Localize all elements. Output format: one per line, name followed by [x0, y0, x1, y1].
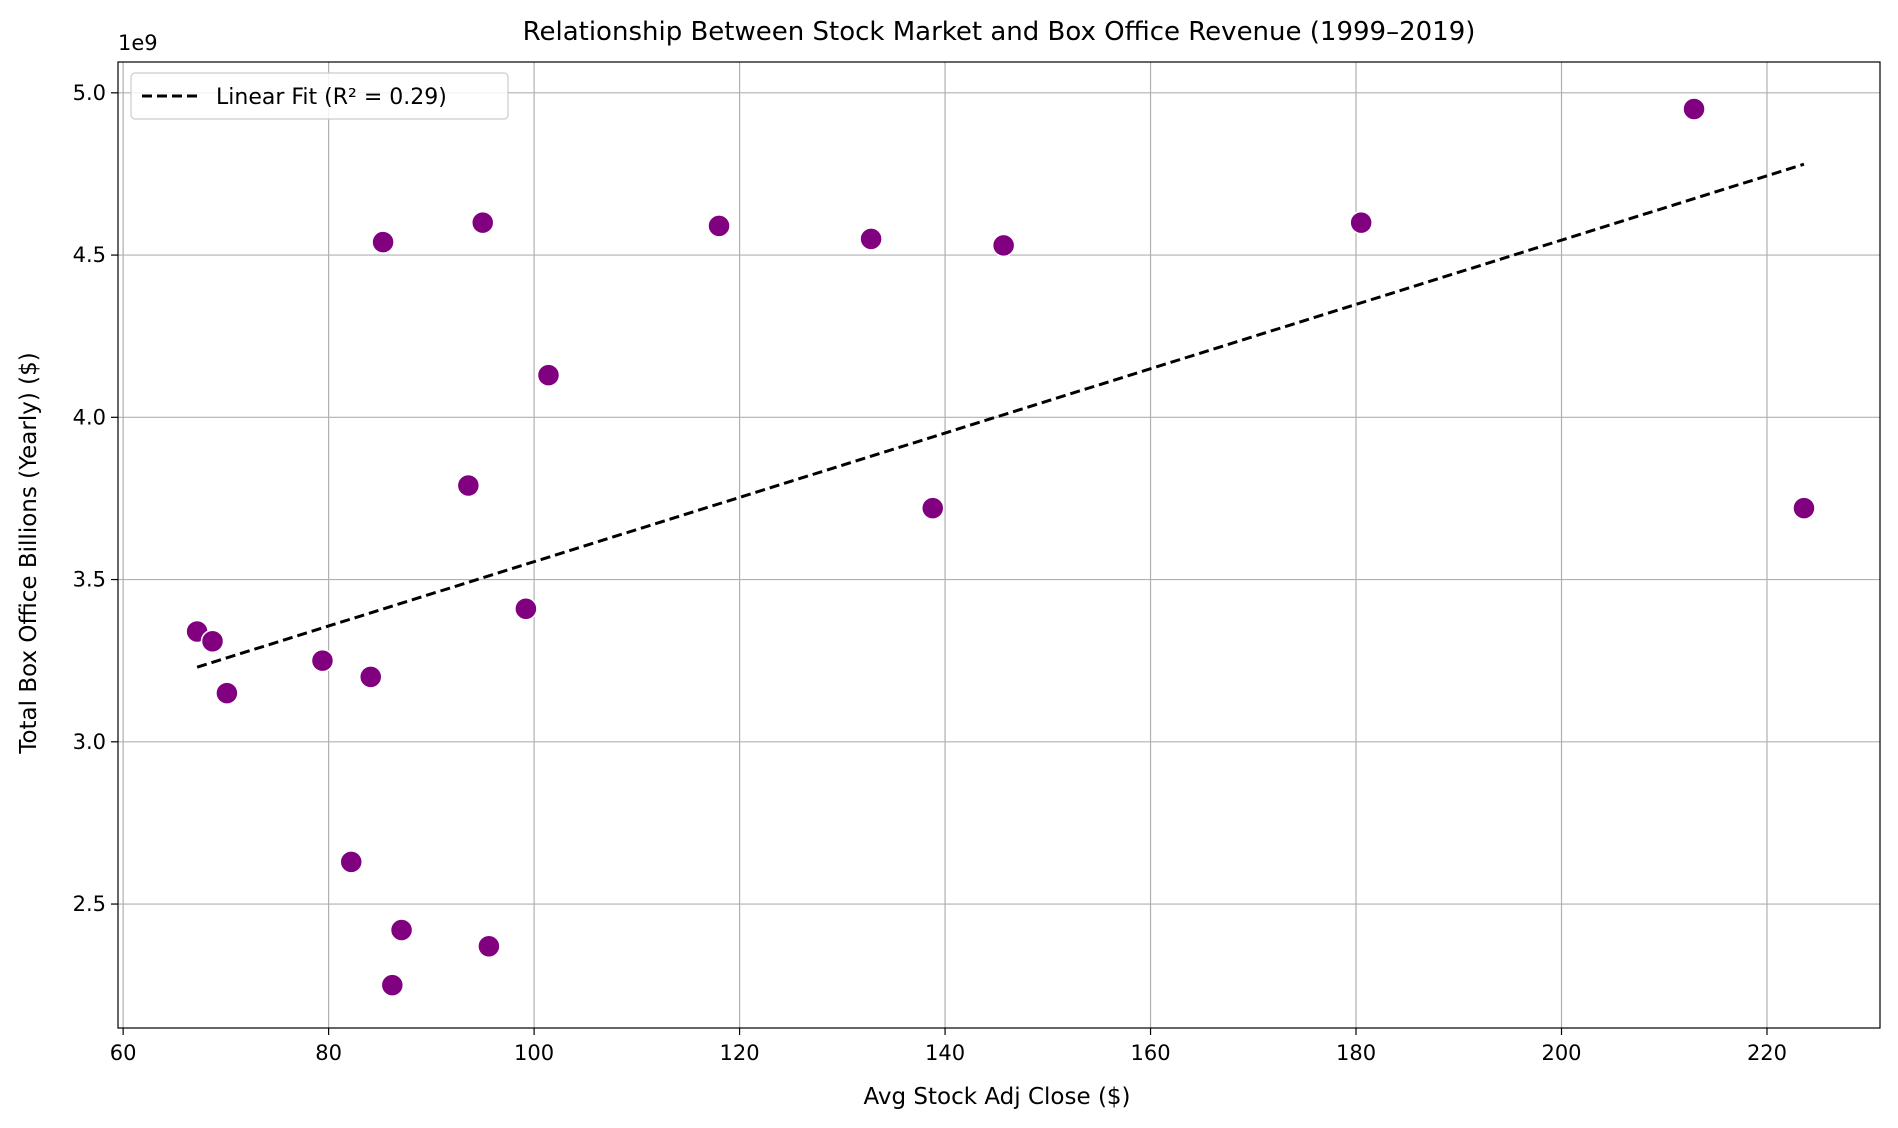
data-point: [456, 473, 481, 498]
x-axis-label: Avg Stock Adj Close ($): [863, 1084, 1130, 1110]
x-tick-label: 120: [720, 1041, 760, 1065]
data-point: [380, 973, 405, 997]
data-point: [339, 850, 363, 874]
data-point: [536, 363, 561, 387]
axes-frame: [117, 61, 1881, 1029]
x-tick-label: 220: [1747, 1041, 1787, 1065]
legend-box: [130, 72, 509, 120]
data-point: [389, 918, 414, 942]
y-tick-label: 5.0: [73, 81, 106, 105]
data-point: [514, 597, 538, 621]
data-point: [477, 934, 501, 958]
data-point: [371, 230, 395, 254]
data-point: [310, 648, 335, 673]
x-tick-label: 160: [1130, 1041, 1170, 1065]
y-offset-label: 1e9: [118, 31, 158, 55]
y-axis-label: Total Box Office Billions (Yearly) ($): [16, 352, 42, 754]
chart-title: Relationship Between Stock Market and Bo…: [523, 17, 1476, 47]
y-tick-label: 3.0: [73, 730, 106, 754]
x-tick-label: 60: [110, 1041, 137, 1065]
x-tick-label: 140: [925, 1041, 965, 1065]
data-point: [1349, 210, 1373, 235]
data-point: [707, 214, 731, 238]
data-points: [185, 97, 1816, 997]
fit-line: [196, 162, 1805, 669]
data-point: [991, 233, 1016, 258]
data-point: [920, 496, 945, 520]
data-point: [215, 681, 239, 705]
x-tick-label: 200: [1541, 1041, 1581, 1065]
legend: Linear Fit (R² = 0.29): [130, 72, 509, 120]
data-point: [200, 629, 225, 653]
y-tick-label: 4.0: [73, 405, 106, 429]
x-axis-ticks: 60 80 100 120 140 160 180 200 220: [110, 1028, 1787, 1065]
y-axis-ticks: 2.5 3.0 3.5 4.0 4.5 5.0: [73, 81, 118, 916]
data-point: [1792, 496, 1816, 520]
data-point: [470, 210, 495, 235]
data-point: [358, 665, 383, 689]
y-tick-label: 2.5: [73, 892, 106, 916]
x-tick-label: 180: [1336, 1041, 1376, 1065]
fit-line-group: [196, 162, 1805, 669]
legend-entry-label: Linear Fit (R² = 0.29): [216, 85, 447, 110]
y-tick-label: 3.5: [73, 568, 106, 592]
data-point: [1682, 97, 1706, 121]
y-tick-label: 4.5: [73, 243, 106, 267]
x-tick-label: 80: [315, 1041, 342, 1065]
data-point: [859, 227, 883, 251]
x-tick-label: 100: [514, 1041, 554, 1065]
